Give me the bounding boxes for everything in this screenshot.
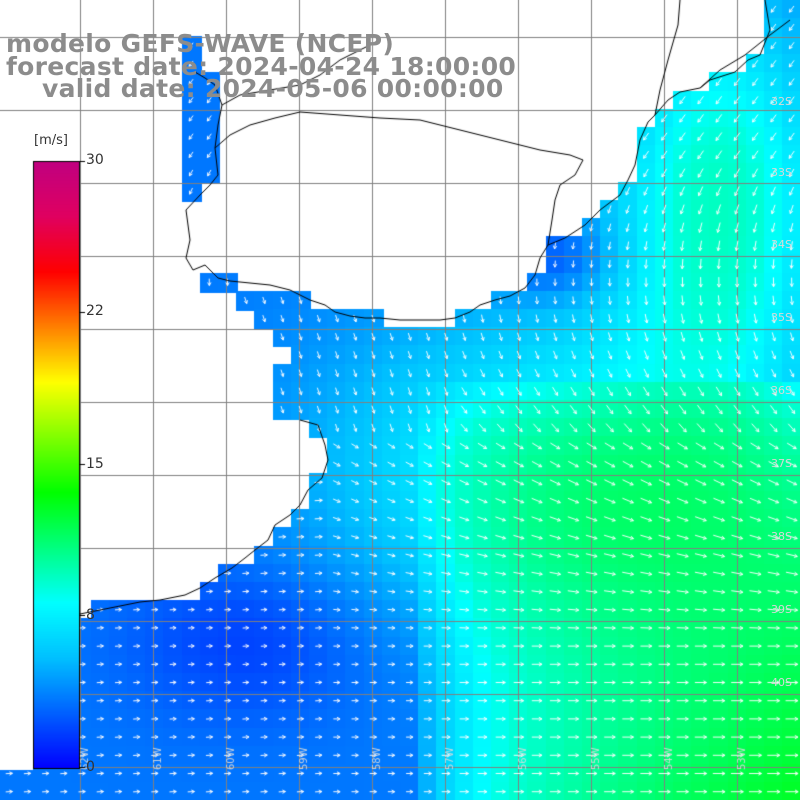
colorbar-tick-8: 8 [86,607,95,623]
lat-label-34s: 34S [771,238,792,251]
lat-label-32s: 32S [771,95,792,108]
colorbar-tick-0: 0 [86,759,95,775]
lat-label-40s: 40S [771,676,792,689]
valid-date: valid date: 2024-05-06 00:00:00 [42,74,504,103]
lat-label-35s: 35S [771,311,792,324]
lat-label-36s: 36S [771,384,792,397]
lat-label-33s: 33S [771,166,792,179]
model-title: modelo GEFS-WAVE (NCEP) [6,29,395,58]
colorbar-tick-22: 22 [86,303,104,319]
colorbar-unit: [m/s] [34,133,68,148]
colorbar-tick-15: 15 [86,456,104,472]
forecast-date: forecast date: 2024-04-24 18:00:00 [6,52,517,81]
colorbar-tick-30: 30 [86,152,104,168]
lat-label-38s: 38S [771,530,792,543]
lat-label-39s: 39S [771,603,792,616]
lat-label-37s: 37S [771,457,792,470]
